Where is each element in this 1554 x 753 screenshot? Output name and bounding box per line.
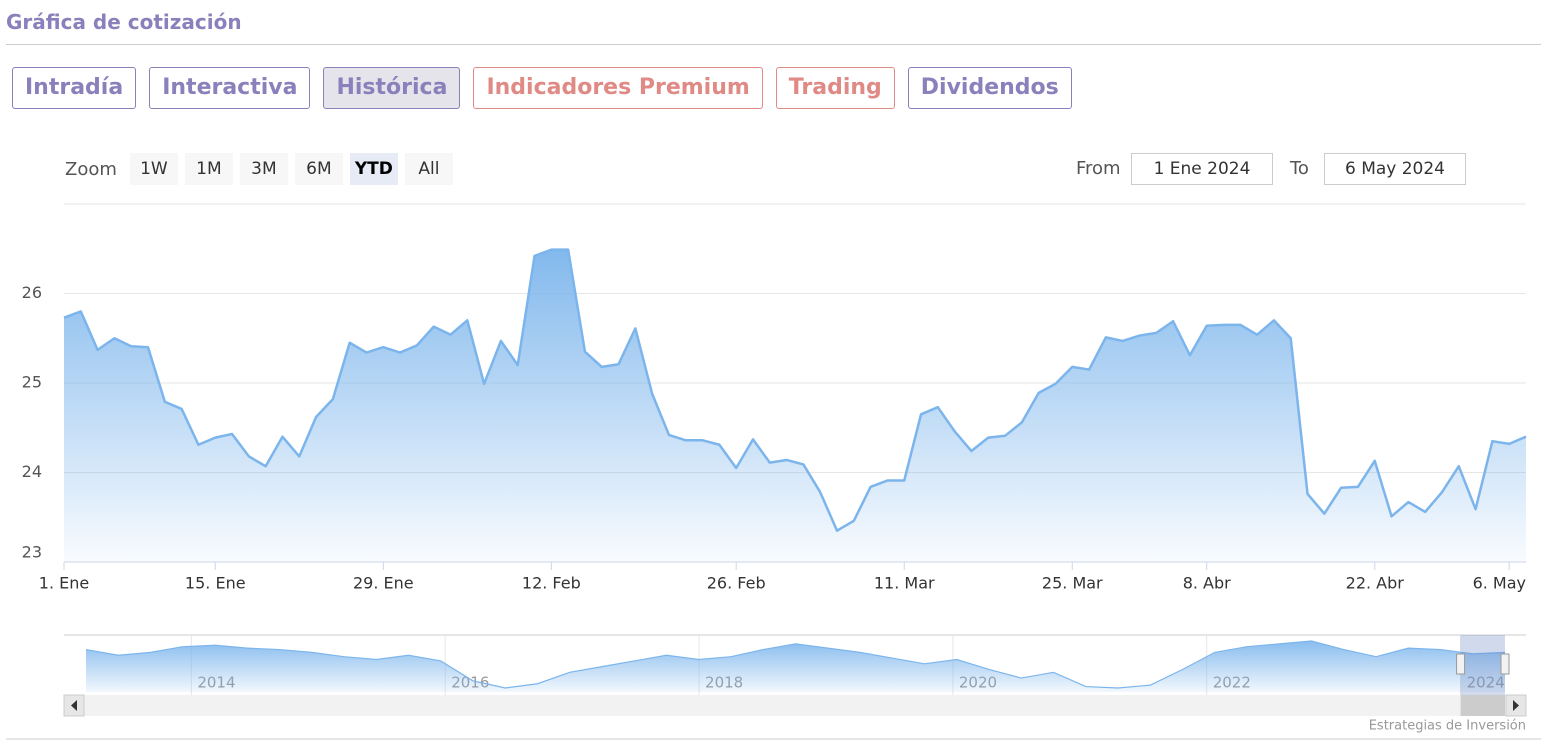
tab[interactable]: Intradía (12, 67, 137, 109)
x-tick-label: 12. Feb (522, 574, 581, 593)
tab[interactable]: Trading (775, 67, 895, 109)
to-label: To (1290, 158, 1309, 179)
navigator-handle (1456, 653, 1466, 675)
from-input[interactable]: 1 Ene 2024 (1131, 153, 1273, 185)
tab[interactable]: Interactiva (149, 67, 311, 109)
x-tick-label: 26. Feb (707, 574, 766, 593)
tab[interactable]: Histórica (323, 67, 461, 109)
tab[interactable]: Dividendos (907, 67, 1072, 109)
navigator-selection (1460, 635, 1505, 695)
x-tick-label: 25. Mar (1042, 574, 1103, 593)
x-tick-label: 11. Mar (874, 574, 935, 593)
zoom-button[interactable]: All (404, 153, 453, 185)
zoom-button[interactable]: 3M (239, 153, 288, 185)
credit: Estrategias de Inversión (1369, 719, 1526, 734)
x-tick-label: 15. Ene (185, 574, 246, 593)
zoom-button[interactable]: 1M (184, 153, 233, 185)
y-tick-label: 26 (22, 283, 42, 302)
y-tick-label: 23 (22, 543, 42, 562)
x-tick-label: 29. Ene (353, 574, 414, 593)
navigator-handle (1500, 653, 1510, 675)
price-line (63, 248, 1527, 532)
from-label: From (1076, 158, 1121, 179)
y-tick-label: 25 (22, 373, 42, 392)
page-title: Gráfica de cotización (6, 10, 242, 34)
zoom-selector: Zoom 1W 1M 3M 6M YTD All (65, 153, 453, 185)
x-tick-label: 22. Abr (1346, 574, 1405, 593)
scrollbar-track (64, 695, 1526, 716)
tab[interactable]: Indicadores Premium (473, 67, 763, 109)
x-tick-label: 1. Ene (39, 574, 89, 593)
y-tick-label: 24 (22, 462, 42, 481)
tab-bar: Intradía Interactiva Histórica Indicadores … (12, 67, 1072, 109)
zoom-button[interactable]: YTD (349, 153, 398, 185)
area (64, 249, 1526, 562)
divider (6, 44, 1541, 45)
arrow-right (1513, 700, 1519, 711)
scrollbar-thumb (1460, 695, 1505, 716)
navigator-area (86, 641, 1505, 692)
to-input[interactable]: 6 May 2024 (1324, 153, 1466, 185)
zoom-button[interactable]: 6M (294, 153, 343, 185)
zoom-button[interactable]: 1W (129, 153, 178, 185)
navigator-line (85, 640, 1506, 689)
x-tick-label: 8. Abr (1183, 574, 1231, 593)
arrow-left (71, 700, 77, 711)
zoom-label: Zoom (65, 158, 117, 180)
x-tick-label: 6. May (1473, 574, 1526, 593)
